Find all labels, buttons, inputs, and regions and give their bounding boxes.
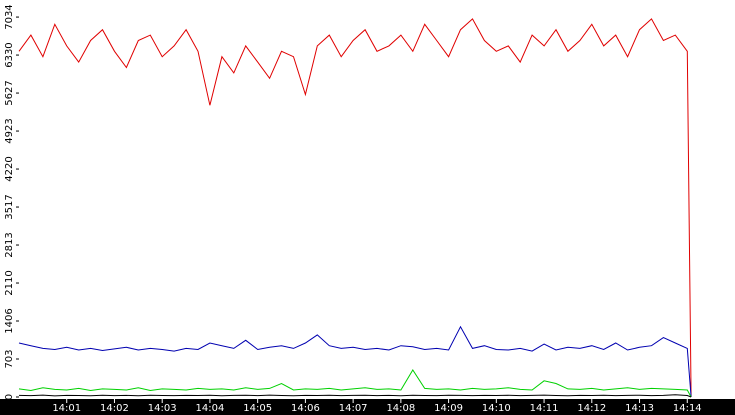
x-tick-label: 14:06 [291,403,320,414]
x-tick-label: 14:04 [196,403,225,414]
y-tick-label: 5627 [4,80,15,105]
x-tick-label: 14:10 [482,403,511,414]
y-tick-label: 3517 [4,194,15,219]
x-axis-band [0,399,735,415]
y-tick-label: 2110 [4,270,15,295]
series-line [18,325,692,398]
x-tick-label: 14:09 [434,403,463,414]
y-tick-label: 4923 [4,118,15,143]
x-tick-label: 14:14 [673,403,702,414]
series-line [18,394,692,398]
x-tick-label: 14:01 [52,403,81,414]
y-tick-label: 703 [4,349,15,368]
y-tick-label: 1406 [4,308,15,333]
series-line [18,369,692,398]
y-tick-label: 0 [4,394,15,400]
x-tick-label: 14:02 [100,403,129,414]
y-tick-label: 7034 [4,4,15,29]
y-tick-label: 4220 [4,156,15,181]
x-tick-label: 14:11 [530,403,559,414]
x-tick-label: 14:05 [243,403,272,414]
y-tick-label: 2813 [4,232,15,257]
series-line [18,18,692,398]
x-tick-label: 14:13 [625,403,654,414]
x-tick-label: 14:08 [386,403,415,414]
y-tick-label: 6330 [4,42,15,67]
x-tick-label: 14:12 [577,403,606,414]
x-tick-label: 14:07 [339,403,368,414]
x-tick-label: 14:03 [148,403,177,414]
